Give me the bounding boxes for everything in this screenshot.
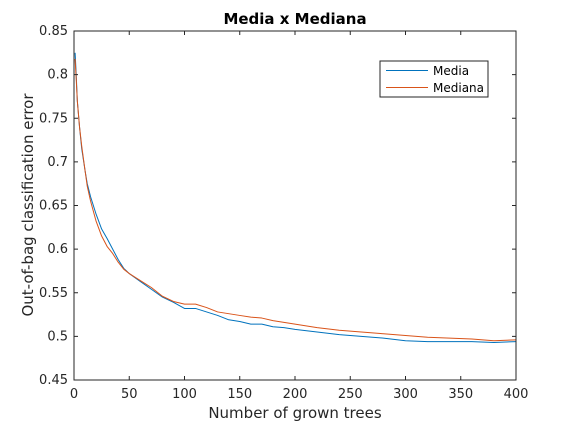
y-tick-label: 0.45: [39, 373, 68, 388]
legend-box: [379, 60, 489, 98]
series-layer: [74, 52, 517, 343]
x-tick-label: 150: [227, 387, 252, 402]
y-tick-label: 0.8: [47, 68, 68, 83]
y-tick-label: 0.75: [39, 111, 68, 126]
x-tick-label: 400: [504, 387, 529, 402]
x-tick-label: 0: [70, 387, 78, 402]
x-tick-label: 100: [172, 387, 197, 402]
x-tick-label: 50: [121, 387, 138, 402]
legend: Media Mediana: [379, 60, 489, 98]
series-line-mediana: [74, 58, 517, 342]
y-tick-label: 0.6: [47, 242, 68, 257]
x-tick-label: 350: [448, 387, 473, 402]
y-axis-label: Out-of-bag classification error: [19, 93, 37, 317]
y-tick-label: 0.55: [39, 286, 68, 301]
x-tick-label: 250: [338, 387, 363, 402]
series-line-media: [74, 52, 517, 343]
legend-label-mediana: Mediana: [433, 81, 484, 95]
chart-title: Media x Mediana: [223, 10, 366, 28]
x-tick-label: 300: [393, 387, 418, 402]
x-tick-label: 200: [283, 387, 308, 402]
legend-label-media: Media: [433, 64, 469, 78]
y-tick-label: 0.65: [39, 199, 68, 214]
tick-layer: 0 50 100 150 200 250 300 350 400 0.45 0.5 0.55 0.6 0.…: [39, 24, 528, 402]
y-tick-label: 0.7: [47, 155, 68, 170]
y-tick-label: 0.5: [47, 329, 68, 344]
x-axis-label: Number of grown trees: [208, 404, 382, 422]
y-tick-label: 0.85: [39, 24, 68, 39]
axes-box: [73, 30, 517, 381]
